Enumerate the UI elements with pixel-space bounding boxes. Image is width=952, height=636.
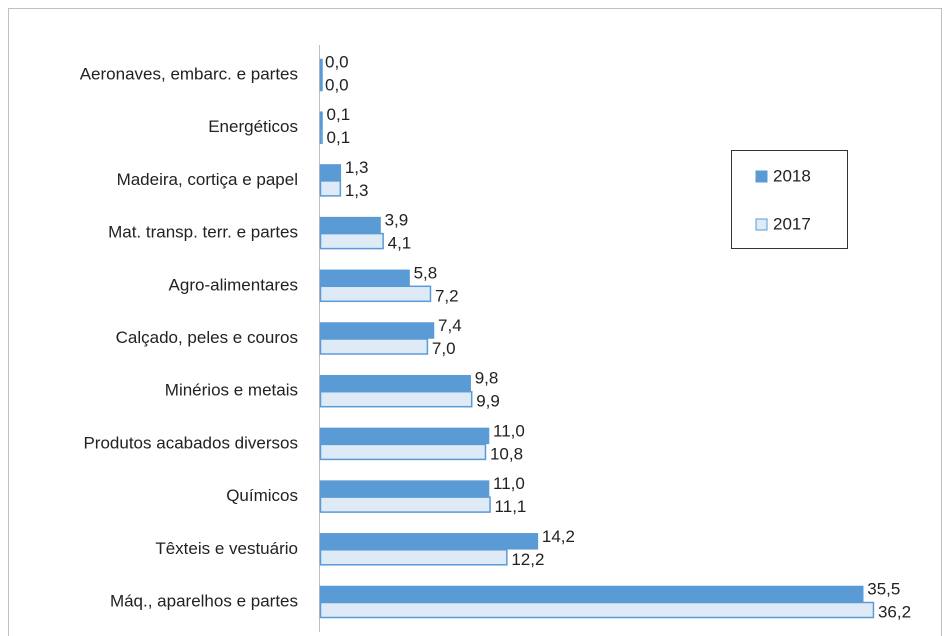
y-tick-label: Agro-alimentares bbox=[169, 275, 298, 294]
bar bbox=[319, 58, 323, 76]
bar bbox=[319, 74, 323, 92]
bar bbox=[319, 285, 432, 303]
y-tick-label: Madeira, cortiça e papel bbox=[117, 170, 298, 189]
y-tick-label: Máq., aparelhos e partes bbox=[110, 591, 298, 610]
data-label: 5,8 bbox=[414, 263, 438, 282]
y-tick-label: Produtos acabados diversos bbox=[83, 433, 298, 452]
data-label: 3,9 bbox=[385, 211, 409, 230]
bar bbox=[319, 480, 490, 497]
y-tick-label: Energéticos bbox=[208, 117, 298, 136]
y-tick-label: Calçado, peles e couros bbox=[116, 328, 298, 347]
legend-label: 2017 bbox=[773, 214, 811, 233]
data-label: 11,0 bbox=[493, 421, 525, 440]
data-label: 11,0 bbox=[493, 474, 525, 493]
data-label: 1,3 bbox=[345, 158, 369, 177]
bar bbox=[319, 180, 342, 197]
y-tick-label: Minérios e metais bbox=[165, 381, 298, 400]
bar bbox=[319, 216, 381, 234]
data-label: 35,5 bbox=[867, 579, 900, 598]
bar bbox=[319, 390, 473, 408]
data-label: 7,2 bbox=[435, 286, 459, 305]
data-label: 0,0 bbox=[325, 52, 349, 71]
data-label: 10,8 bbox=[490, 444, 523, 463]
legend-swatch bbox=[755, 218, 768, 231]
y-tick-label: Mat. transp. terr. e partes bbox=[108, 223, 298, 242]
bar bbox=[319, 338, 429, 355]
legend-swatch bbox=[755, 170, 768, 183]
data-label: 12,2 bbox=[511, 550, 544, 569]
data-label: 1,3 bbox=[345, 181, 369, 200]
bar bbox=[319, 322, 435, 339]
bar bbox=[319, 549, 508, 566]
bar bbox=[319, 601, 875, 619]
bar bbox=[319, 127, 323, 144]
y-tick-label: Aeronaves, embarc. e partes bbox=[80, 64, 298, 83]
bar bbox=[319, 374, 471, 392]
data-label: 0,1 bbox=[327, 128, 351, 147]
legend-label: 2018 bbox=[773, 166, 811, 185]
bar bbox=[319, 585, 864, 603]
bar bbox=[319, 533, 539, 550]
y-tick-label: Têxteis e vestuário bbox=[155, 539, 298, 558]
data-label: 14,2 bbox=[542, 527, 575, 546]
y-tick-label: Químicos bbox=[226, 486, 298, 505]
bar bbox=[319, 111, 323, 128]
bar bbox=[319, 164, 342, 181]
data-label: 0,1 bbox=[327, 105, 351, 124]
data-label: 7,0 bbox=[432, 339, 456, 358]
data-label: 7,4 bbox=[438, 316, 462, 335]
bar bbox=[319, 269, 410, 287]
chart-frame bbox=[8, 8, 942, 636]
data-label: 0,0 bbox=[325, 75, 349, 94]
data-label: 9,9 bbox=[476, 392, 500, 411]
data-label: 11,1 bbox=[495, 497, 527, 516]
bar bbox=[319, 427, 490, 445]
bar bbox=[319, 443, 487, 461]
data-label: 4,1 bbox=[388, 234, 412, 253]
bar bbox=[319, 232, 384, 250]
bar bbox=[319, 496, 491, 513]
legend-box bbox=[731, 150, 848, 249]
data-label: 36,2 bbox=[878, 602, 911, 621]
data-label: 9,8 bbox=[475, 369, 499, 388]
